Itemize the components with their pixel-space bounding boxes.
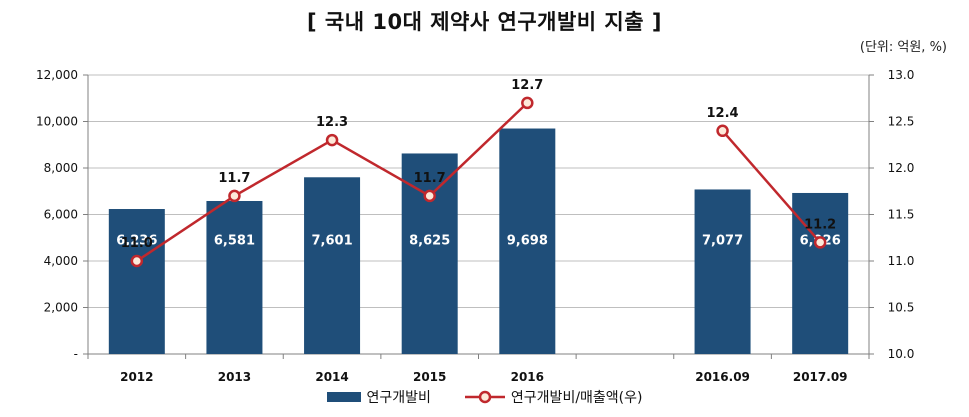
ratio-point	[228, 189, 241, 203]
chart-title: [ 국내 10대 제약사 연구개발비 지출 ]	[307, 10, 662, 34]
x-tick-label: 2014	[315, 370, 348, 384]
x-tick-label: 2012	[120, 370, 153, 384]
bar-value-label: 7,601	[312, 234, 353, 249]
bar-value-label: 8,625	[409, 234, 450, 249]
bar	[304, 177, 361, 354]
x-tick-label: 2013	[218, 370, 251, 384]
ratio-point	[521, 96, 534, 110]
legend-line-swatch	[464, 390, 505, 404]
ratio-value-label: 12.7	[511, 78, 543, 93]
ratio-value-label: 12.3	[316, 115, 348, 130]
left-tick-label: 4,000	[44, 254, 78, 268]
left-tick-label: 8,000	[44, 161, 78, 175]
ratio-value-label: 12.4	[707, 106, 739, 121]
legend-bar-swatch	[326, 392, 361, 402]
bar	[499, 128, 556, 354]
legend-item-bars: 연구개발비	[326, 387, 431, 407]
ratio-value-label: 11.2	[804, 217, 836, 232]
legend-item-line: 연구개발비/매출액(우)	[464, 387, 643, 407]
left-tick-label: 6,000	[44, 208, 78, 222]
right-tick-label: 11.5	[888, 208, 915, 222]
right-tick-label: 10.5	[888, 301, 915, 315]
ratio-point	[325, 133, 339, 147]
legend-label-bars: 연구개발비	[366, 390, 431, 406]
ratio-line	[721, 129, 822, 244]
ratio-point	[130, 254, 144, 268]
bar-value-label: 9,698	[507, 234, 548, 249]
bar	[401, 153, 458, 354]
left-tick-label: 10,000	[36, 115, 78, 129]
ratio-point	[813, 236, 827, 249]
bar	[694, 189, 751, 354]
x-tick-label: 2015	[413, 370, 446, 384]
legend: 연구개발비 연구개발비/매출액(우)	[0, 387, 969, 407]
bar-value-label: 6,581	[214, 234, 255, 249]
bar	[108, 209, 165, 354]
ratio-point	[716, 124, 729, 138]
right-tick-label: 10.0	[888, 347, 915, 361]
left-tick-label: 2,000	[44, 301, 78, 315]
right-tick-label: 13.0	[888, 68, 915, 82]
legend-label-line: 연구개발비/매출액(우)	[510, 390, 643, 406]
ratio-value-label: 11.7	[414, 171, 446, 186]
ratio-point	[423, 189, 436, 203]
bar	[206, 200, 263, 354]
x-tick-label: 2017.09	[793, 370, 848, 384]
x-tick-label: 2016	[511, 370, 544, 384]
x-tick-label: 2016.09	[695, 370, 750, 384]
right-tick-label: 11.0	[888, 254, 915, 268]
right-tick-label: 12.0	[888, 161, 915, 175]
ratio-value-label: 11.7	[218, 171, 250, 186]
unit-note: (단위: 억원, %)	[859, 40, 947, 55]
bar-value-label: 7,077	[702, 234, 743, 249]
right-tick-label: 12.5	[888, 115, 915, 129]
bar-value-label: 6,236	[116, 234, 157, 249]
left-tick-label: 12,000	[36, 68, 78, 82]
left-tick-label: -	[74, 347, 78, 361]
ratio-value-label: 11.0	[121, 236, 153, 251]
